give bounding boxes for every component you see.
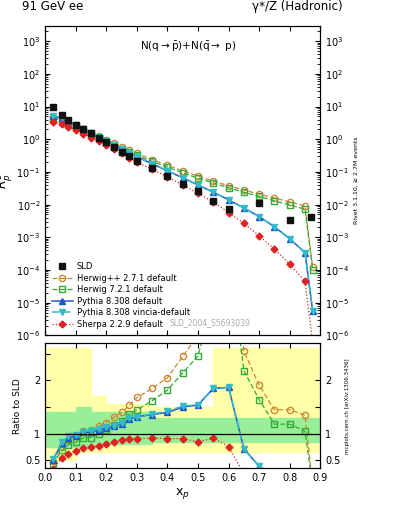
Legend: SLD, Herwig++ 2.7.1 default, Herwig 7.2.1 default, Pythia 8.308 default, Pythia : SLD, Herwig++ 2.7.1 default, Herwig 7.2.… <box>50 260 193 331</box>
Y-axis label: $R^\sigma_p$: $R^\sigma_p$ <box>0 172 15 189</box>
Text: SLD_2004_S5693039: SLD_2004_S5693039 <box>170 318 251 328</box>
Y-axis label: mcplots.cern.ch [arXiv:1306.3436]: mcplots.cern.ch [arXiv:1306.3436] <box>345 358 350 454</box>
Y-axis label: Ratio to SLD: Ratio to SLD <box>13 378 22 434</box>
Text: γ*/Z (Hadronic): γ*/Z (Hadronic) <box>252 0 342 13</box>
Text: N(q$\rightarrow\bar{\rm p}$)+N($\bar{\rm q}\rightarrow$ p): N(q$\rightarrow\bar{\rm p}$)+N($\bar{\rm… <box>140 40 237 54</box>
Y-axis label: Rivet 3.1.10, ≥ 2.7M events: Rivet 3.1.10, ≥ 2.7M events <box>354 137 358 224</box>
Text: 91 GeV ee: 91 GeV ee <box>22 0 83 13</box>
X-axis label: x$_p$: x$_p$ <box>175 486 190 501</box>
